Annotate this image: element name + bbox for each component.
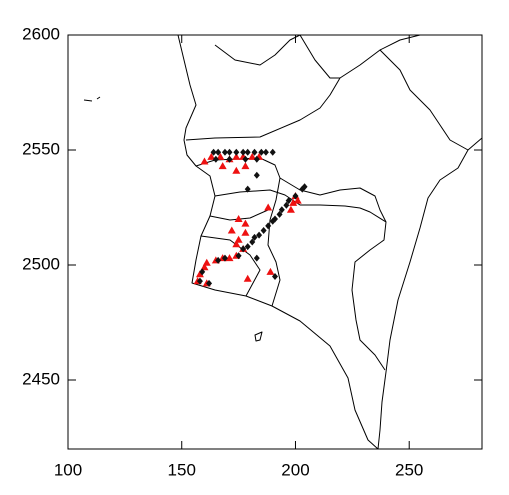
data-point <box>289 198 298 206</box>
y-tick-label: 2550 <box>22 139 60 158</box>
data-point <box>221 254 228 262</box>
data-point <box>244 243 251 251</box>
data-point <box>249 238 256 246</box>
data-point <box>244 148 251 156</box>
data-point <box>248 152 257 160</box>
data-point <box>207 152 216 160</box>
y-tick-label: 2600 <box>22 24 60 43</box>
data-point <box>269 148 276 156</box>
data-point <box>243 274 252 282</box>
x-tick-label: 200 <box>281 460 309 479</box>
data-point <box>232 240 241 248</box>
x-tick-label: 150 <box>168 460 196 479</box>
data-point <box>206 279 213 287</box>
data-point <box>285 197 292 205</box>
data-point <box>200 263 209 271</box>
data-point <box>200 157 209 165</box>
data-point <box>226 155 233 163</box>
data-point <box>232 152 241 160</box>
y-tick-label: 2450 <box>22 369 60 388</box>
data-point <box>258 148 265 156</box>
data-point <box>276 210 283 218</box>
data-point <box>286 205 295 213</box>
data-point <box>195 270 204 278</box>
data-point <box>278 206 285 214</box>
plot-frame <box>67 34 483 450</box>
data-point <box>269 217 276 225</box>
data-point <box>218 162 227 170</box>
data-point <box>265 222 272 230</box>
data-point <box>293 196 302 204</box>
data-point <box>266 267 275 275</box>
map-outline <box>83 35 482 449</box>
data-point <box>260 227 267 234</box>
data-point <box>251 233 258 241</box>
data-point <box>215 148 222 156</box>
data-point <box>299 185 306 193</box>
data-point <box>253 254 260 262</box>
data-point <box>241 228 250 236</box>
data-point <box>221 148 228 156</box>
data-point <box>234 215 243 222</box>
data-point <box>210 148 217 156</box>
data-point <box>240 245 247 253</box>
data-point <box>235 252 242 260</box>
data-point <box>225 254 234 262</box>
data-point <box>256 231 263 239</box>
data-point <box>212 155 219 163</box>
data-point <box>251 148 258 156</box>
x-tick-label: 100 <box>54 460 82 479</box>
data-point <box>216 152 225 160</box>
data-point <box>241 219 250 227</box>
data-point <box>272 273 278 280</box>
data-point <box>244 185 251 193</box>
data-point <box>241 162 250 170</box>
data-point <box>264 203 273 211</box>
data-point <box>196 277 203 285</box>
data-point <box>253 155 260 163</box>
data-point <box>283 201 290 209</box>
data-point <box>262 148 269 156</box>
y-tick-label: 2500 <box>22 254 60 273</box>
data-point <box>215 256 222 264</box>
data-point <box>292 192 299 200</box>
data-point <box>240 148 247 156</box>
data-point <box>199 268 206 276</box>
x-tick-label: 250 <box>395 460 423 479</box>
data-point <box>227 226 236 234</box>
data-point <box>226 148 233 156</box>
data-point <box>232 166 241 174</box>
data-point <box>242 155 249 163</box>
data-point <box>253 171 260 179</box>
data-point <box>233 148 240 156</box>
